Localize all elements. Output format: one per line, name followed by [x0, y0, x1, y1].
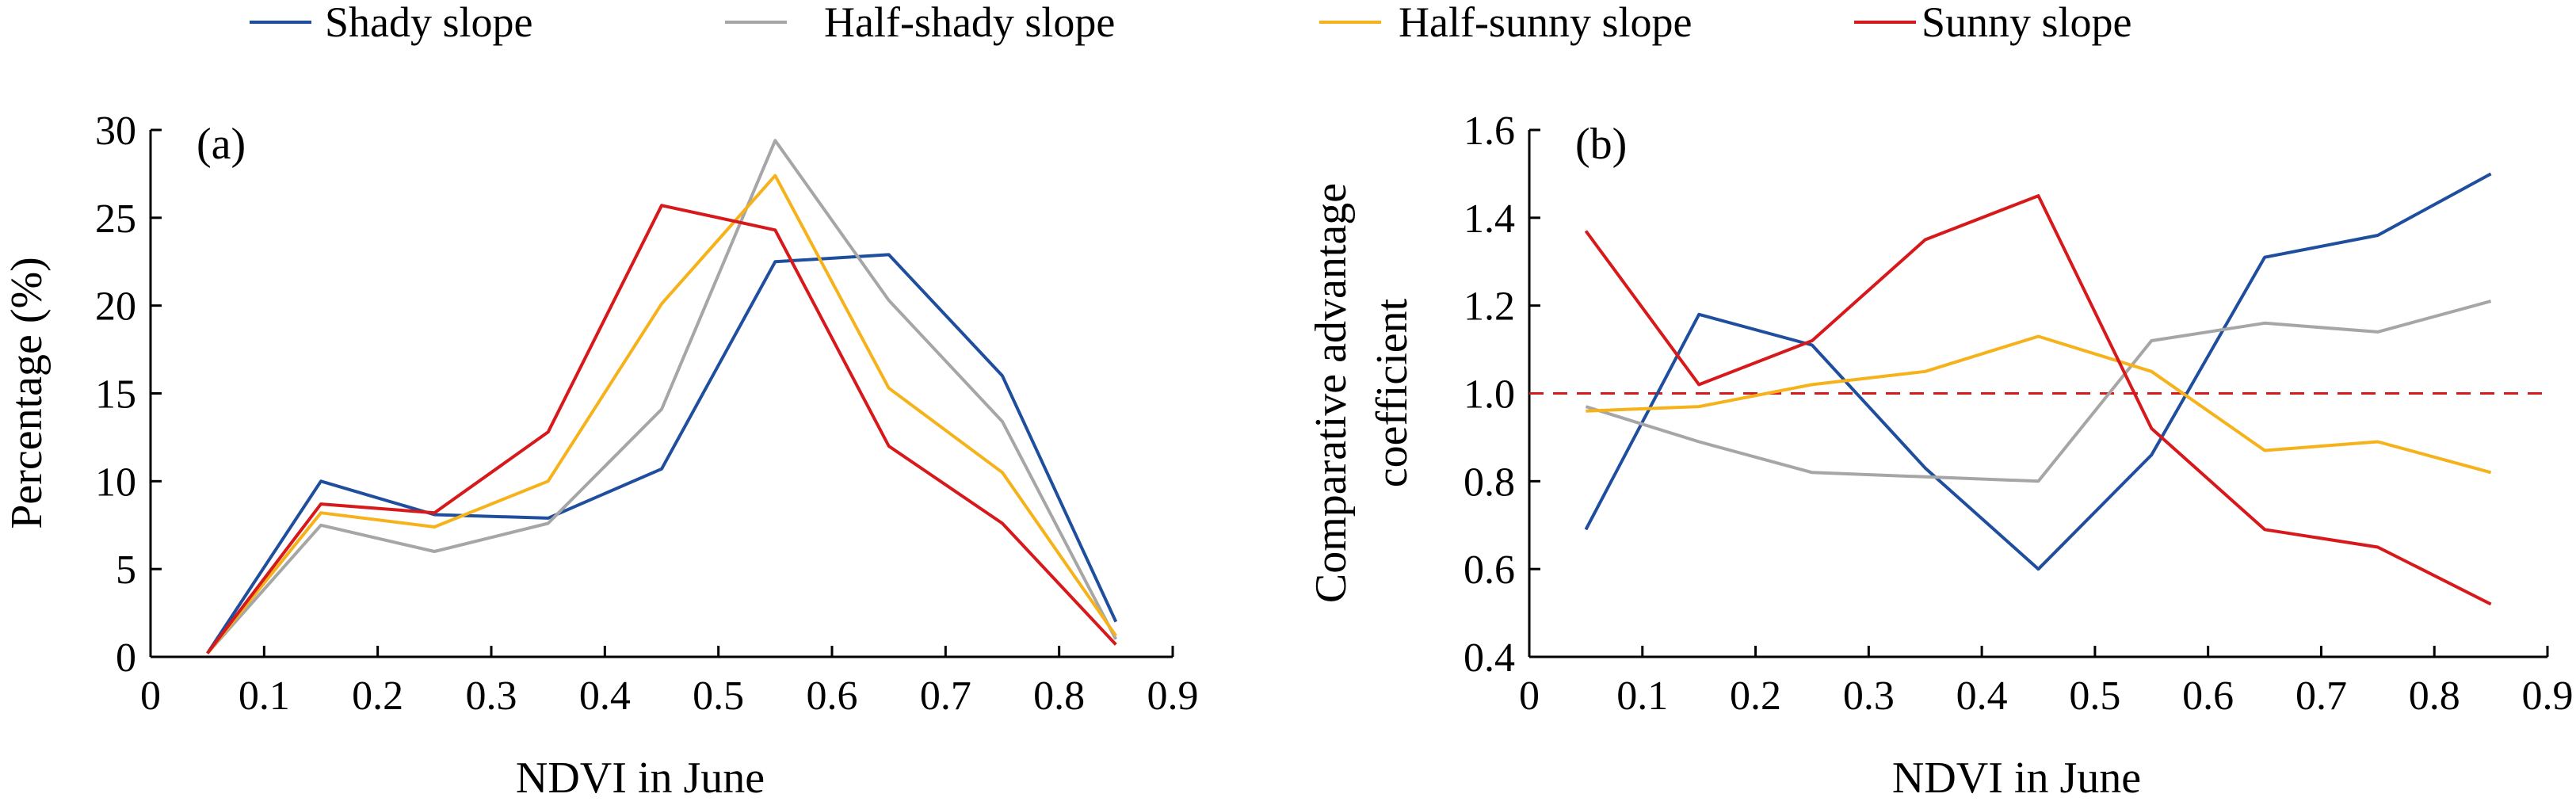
series-line-shady-slope	[206, 253, 1118, 654]
y-tick-label: 0.8	[1464, 460, 1515, 505]
legend: Shady slope Half-shady slope Half-sunny sl…	[250, 0, 2132, 46]
y-tick-label: 20	[95, 284, 136, 330]
x-tick-label: 0.7	[2296, 674, 2347, 719]
legend-label-0: Shady slope	[325, 0, 533, 46]
series-line-half-shady-slope	[206, 139, 1118, 654]
y-axis-title-line-2: coefficient	[1368, 298, 1417, 487]
series-line-half-sunny-slope	[206, 174, 1117, 654]
series-line-half-sunny-slope	[1586, 334, 2492, 475]
y-tick-label: 30	[95, 109, 136, 154]
y-tick-label: 5	[116, 548, 136, 593]
panel-a-chart: 0 0.1 0.2 0.3 0.4 0.5 0.6 0.7 0.8 0.9 0 5 10 15 20 25 30…	[2, 109, 1199, 803]
series-line-shady-slope	[1584, 172, 2492, 571]
y-tick-label: 0.6	[1464, 548, 1515, 593]
x-tick-label: 0.5	[693, 674, 744, 719]
legend-label-3: Sunny slope	[1922, 0, 2132, 46]
x-tick-label: 0.1	[239, 674, 290, 719]
x-tick-label: 0.3	[1843, 674, 1895, 719]
x-tick-label: 0.6	[807, 674, 858, 719]
x-axis-title: NDVI in June	[516, 754, 765, 803]
series-line-sunny-slope	[1584, 194, 2492, 606]
panel-label: (b)	[1575, 120, 1627, 169]
x-tick-label: 0.2	[352, 674, 403, 719]
legend-label-1: Half-shady slope	[824, 0, 1115, 46]
y-tick-label: 1.6	[1464, 109, 1515, 154]
x-tick-label: 0.8	[1033, 674, 1085, 719]
x-tick-label: 0.6	[2182, 674, 2234, 719]
series-line-half-shady-slope	[1585, 300, 2492, 483]
legend-label-2: Half-sunny slope	[1399, 0, 1692, 46]
panel-b-chart: 0 0.1 0.2 0.3 0.4 0.5 0.6 0.7 0.8 0.9 0.4 0.6 0.8 1.0…	[1307, 109, 2574, 803]
x-tick-label: 0.4	[579, 674, 631, 719]
y-tick-label: 15	[95, 372, 136, 418]
x-axis-title: NDVI in June	[1892, 754, 2141, 803]
x-tick-label: 0.1	[1616, 674, 1668, 719]
x-tick-label: 0.4	[1956, 674, 2008, 719]
x-tick-label: 0.3	[466, 674, 517, 719]
y-tick-label: 1.4	[1464, 197, 1515, 242]
y-tick-label: 1.2	[1464, 284, 1515, 330]
y-axis-title-line-1: Comparative advantage	[1307, 183, 1356, 603]
y-tick-label: 10	[95, 460, 136, 505]
x-tick-label: 0.8	[2409, 674, 2460, 719]
y-tick-label: 0	[116, 635, 136, 681]
y-axis-title: Percentage (%)	[2, 257, 52, 529]
panel-label: (a)	[197, 120, 246, 169]
x-tick-label: 0.9	[2522, 674, 2574, 719]
y-tick-label: 25	[95, 197, 136, 242]
x-tick-label: 0	[1519, 674, 1540, 719]
x-tick-label: 0.9	[1147, 674, 1199, 719]
series-line-sunny-slope	[206, 204, 1117, 654]
x-tick-label: 0.5	[2069, 674, 2120, 719]
x-tick-label: 0	[140, 674, 161, 719]
y-tick-label: 0.4	[1464, 635, 1515, 681]
y-tick-label: 1.0	[1464, 372, 1515, 418]
x-tick-label: 0.2	[1730, 674, 1781, 719]
x-tick-label: 0.7	[920, 674, 971, 719]
